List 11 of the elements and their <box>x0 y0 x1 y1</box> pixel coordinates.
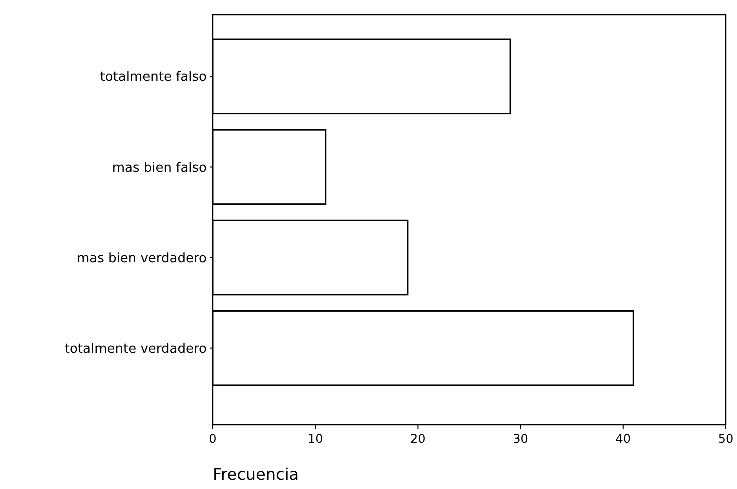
x-tick-label: 30 <box>513 432 528 446</box>
x-tick-label: 20 <box>410 432 426 446</box>
y-tick-label: totalmente falso <box>100 70 208 86</box>
y-tick-label: mas bien falso <box>112 160 208 176</box>
y-tick-label: mas bien verdadero <box>76 251 208 266</box>
x-tick-label: 50 <box>718 432 734 446</box>
x-tick-label: 40 <box>616 432 632 446</box>
x-tick-label: 0 <box>209 432 217 446</box>
x-tick-label: 10 <box>308 432 324 446</box>
y-tick-label: totalmente verdadero <box>64 342 208 357</box>
x-axis-title: Frecuencia <box>213 465 300 484</box>
